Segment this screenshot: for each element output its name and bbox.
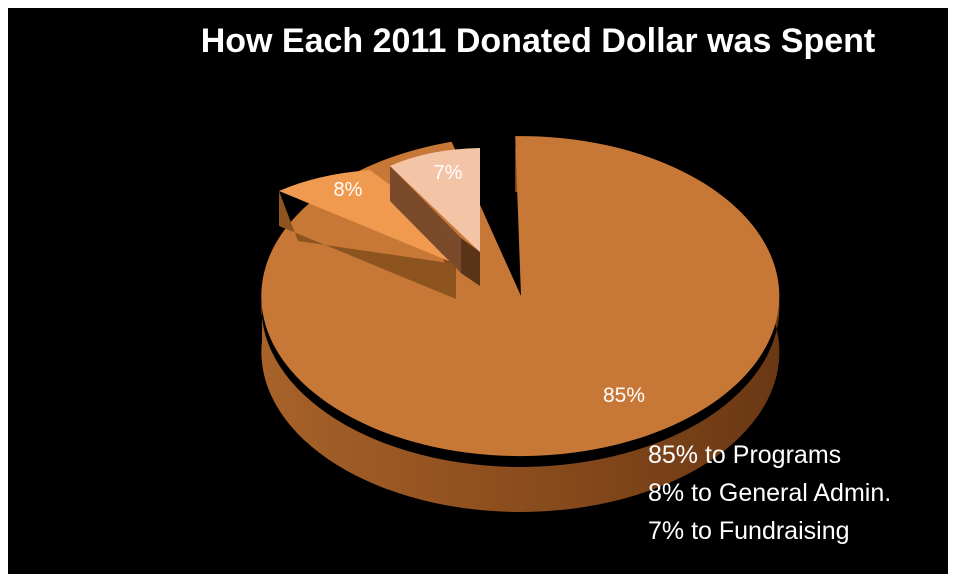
slice-label-7: 7% bbox=[434, 162, 463, 184]
annotation-general-admin: 8% to General Admin. bbox=[648, 479, 892, 507]
slice-7-side-front bbox=[461, 238, 480, 286]
slice-8-top bbox=[279, 170, 456, 264]
pie-chart: 85% 8% 7% bbox=[261, 136, 780, 512]
annotation-programs: 85% to Programs bbox=[648, 441, 842, 469]
slice-8-side-outer bbox=[279, 191, 456, 299]
slice-label-85: 85% bbox=[603, 384, 645, 407]
slice-7-side-left bbox=[390, 166, 480, 286]
chart-frame: How Each 2011 Donated Dollar was Spent 8… bbox=[8, 8, 948, 574]
annotation-fundraising: 7% to Fundraising bbox=[648, 517, 850, 545]
chart-title: How Each 2011 Donated Dollar was Spent bbox=[200, 22, 876, 60]
summary-annotations: 85% to Programs 8% to General Admin. 7% … bbox=[648, 436, 891, 550]
slice-7-top bbox=[390, 148, 480, 252]
slice-label-8: 8% bbox=[334, 179, 363, 201]
